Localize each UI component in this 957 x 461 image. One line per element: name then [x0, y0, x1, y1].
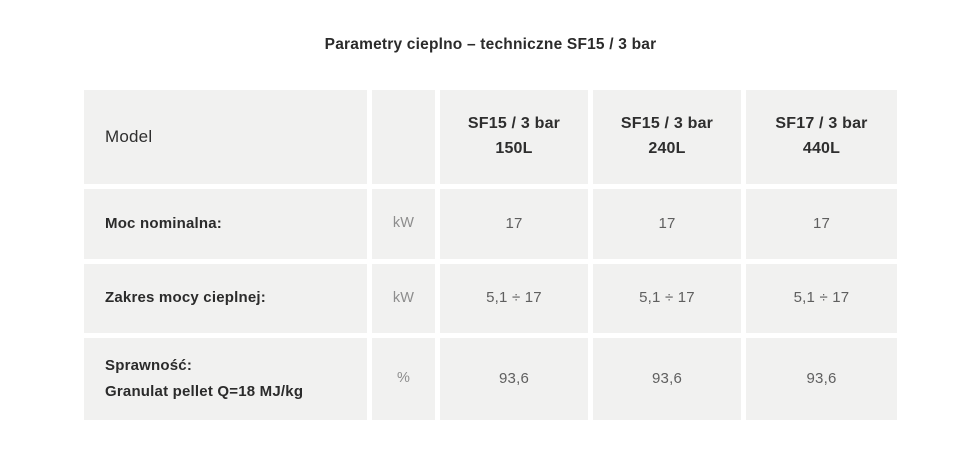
- value-cell: 17: [593, 189, 741, 259]
- column-header-name: SF15 / 3 bar: [620, 115, 714, 133]
- row-sublabel: Granulat pellet Q=18 MJ/kg: [105, 383, 304, 400]
- column-header-name: SF17 / 3 bar: [775, 115, 868, 133]
- column-header-cell: SF15 / 3 bar 240L: [593, 90, 741, 184]
- spec-table: Model SF15 / 3 bar 150L SF15 / 3 bar 240…: [84, 90, 897, 420]
- row-unit: kW: [392, 289, 415, 306]
- value-cell: 5,1 ÷ 17: [593, 264, 741, 333]
- row-label: Moc nominalna:: [105, 214, 222, 232]
- value: 17: [812, 214, 831, 232]
- value: 5,1 ÷ 17: [486, 289, 542, 307]
- unit-header-cell: [372, 90, 435, 184]
- row-label-cell: Moc nominalna:: [84, 189, 367, 259]
- row-unit: %: [396, 370, 411, 387]
- value: 17: [658, 214, 676, 232]
- model-header-cell: Model: [84, 90, 367, 184]
- column-header-name: SF15 / 3 bar: [467, 115, 561, 133]
- value: 93,6: [499, 369, 529, 387]
- column-header-cell: SF17 / 3 bar 440L: [746, 90, 897, 184]
- value: 17: [505, 214, 523, 232]
- value-cell: 93,6: [746, 338, 897, 420]
- value-cell: 5,1 ÷ 17: [746, 264, 897, 333]
- column-header-cell: SF15 / 3 bar 150L: [440, 90, 588, 184]
- column-header-capacity: 150L: [495, 140, 533, 157]
- row-unit-cell: kW: [372, 264, 435, 333]
- value-cell: 5,1 ÷ 17: [440, 264, 588, 333]
- row-unit: kW: [392, 215, 415, 232]
- row-label-cell: Sprawność: Granulat pellet Q=18 MJ/kg: [84, 338, 367, 420]
- column-header-capacity: 440L: [802, 140, 841, 157]
- value-cell: 93,6: [593, 338, 741, 420]
- row-label: Zakres mocy cieplnej:: [105, 289, 266, 307]
- value: 5,1 ÷ 17: [793, 289, 850, 307]
- model-header-label: Model: [105, 127, 153, 147]
- value-cell: 17: [746, 189, 897, 259]
- table-title: Parametry cieplno – techniczne SF15 / 3 …: [324, 36, 657, 53]
- value-cell: 93,6: [440, 338, 588, 420]
- row-unit-cell: kW: [372, 189, 435, 259]
- row-label-cell: Zakres mocy cieplnej:: [84, 264, 367, 333]
- row-label: Sprawność:: [105, 356, 193, 374]
- value: 93,6: [652, 369, 682, 387]
- row-unit-cell: %: [372, 338, 435, 420]
- value-cell: 17: [440, 189, 588, 259]
- column-header-capacity: 240L: [648, 140, 686, 157]
- value: 5,1 ÷ 17: [639, 289, 695, 307]
- value: 93,6: [806, 369, 837, 387]
